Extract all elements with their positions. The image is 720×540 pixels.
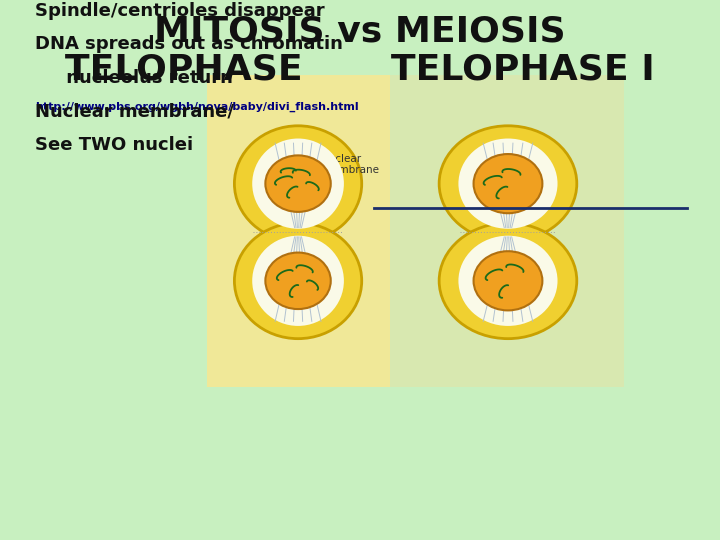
- Text: http://www.pbs.org/wgbh/nova/baby/divi_flash.html: http://www.pbs.org/wgbh/nova/baby/divi_f…: [35, 102, 359, 112]
- Ellipse shape: [252, 235, 344, 326]
- Ellipse shape: [266, 253, 330, 309]
- Text: DNA spreads out as chromatin: DNA spreads out as chromatin: [35, 36, 343, 53]
- Ellipse shape: [439, 223, 577, 339]
- Ellipse shape: [235, 126, 361, 241]
- Text: See TWO nuclei: See TWO nuclei: [35, 136, 193, 153]
- Bar: [207, 75, 390, 387]
- Ellipse shape: [252, 139, 344, 229]
- Text: nucleolus return: nucleolus return: [35, 69, 233, 87]
- Ellipse shape: [439, 126, 577, 241]
- Ellipse shape: [266, 156, 330, 212]
- Text: MITOSIS vs MEIOSIS: MITOSIS vs MEIOSIS: [154, 15, 566, 49]
- Ellipse shape: [235, 223, 361, 339]
- Text: TELOPHASE       TELOPHASE I: TELOPHASE TELOPHASE I: [65, 52, 655, 86]
- Text: Nuclear membrane/: Nuclear membrane/: [35, 102, 234, 120]
- Ellipse shape: [474, 251, 542, 310]
- Bar: [390, 75, 624, 387]
- Ellipse shape: [459, 235, 557, 326]
- Ellipse shape: [474, 154, 542, 213]
- Text: nuclear
membrane: nuclear membrane: [273, 147, 379, 175]
- Text: Spindle/centrioles disappear: Spindle/centrioles disappear: [35, 2, 325, 20]
- Ellipse shape: [459, 139, 557, 229]
